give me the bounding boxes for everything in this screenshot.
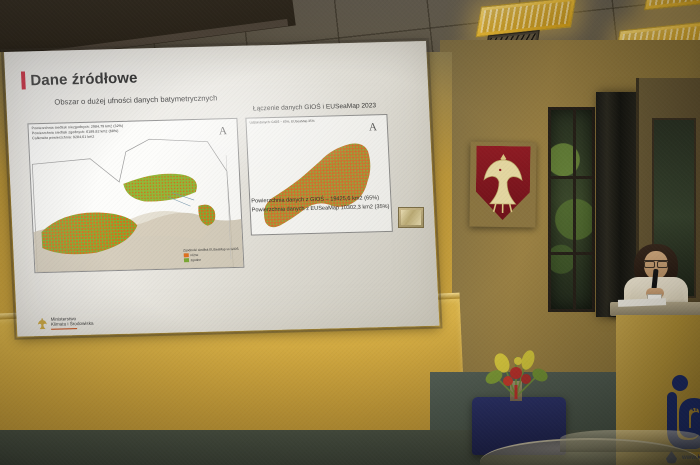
wall-picture	[398, 207, 424, 228]
conference-table-edge	[560, 430, 700, 452]
podium-papers	[617, 298, 667, 307]
podium-top	[610, 298, 700, 316]
window-foliage	[551, 110, 592, 309]
window-mullion	[573, 110, 576, 309]
polish-eagle-icon	[483, 154, 523, 214]
window-mullion	[551, 252, 592, 255]
projection-screen: Dane źródłowe Obszar o dużej ufności dan…	[0, 37, 443, 342]
window-mullion	[551, 176, 592, 179]
coat-of-arms	[469, 141, 537, 228]
screen-frame	[0, 37, 443, 340]
window	[548, 107, 595, 312]
logo-pan-text: PAN	[682, 403, 700, 413]
bouquet-icon	[485, 350, 548, 399]
glasses-icon	[644, 260, 668, 268]
